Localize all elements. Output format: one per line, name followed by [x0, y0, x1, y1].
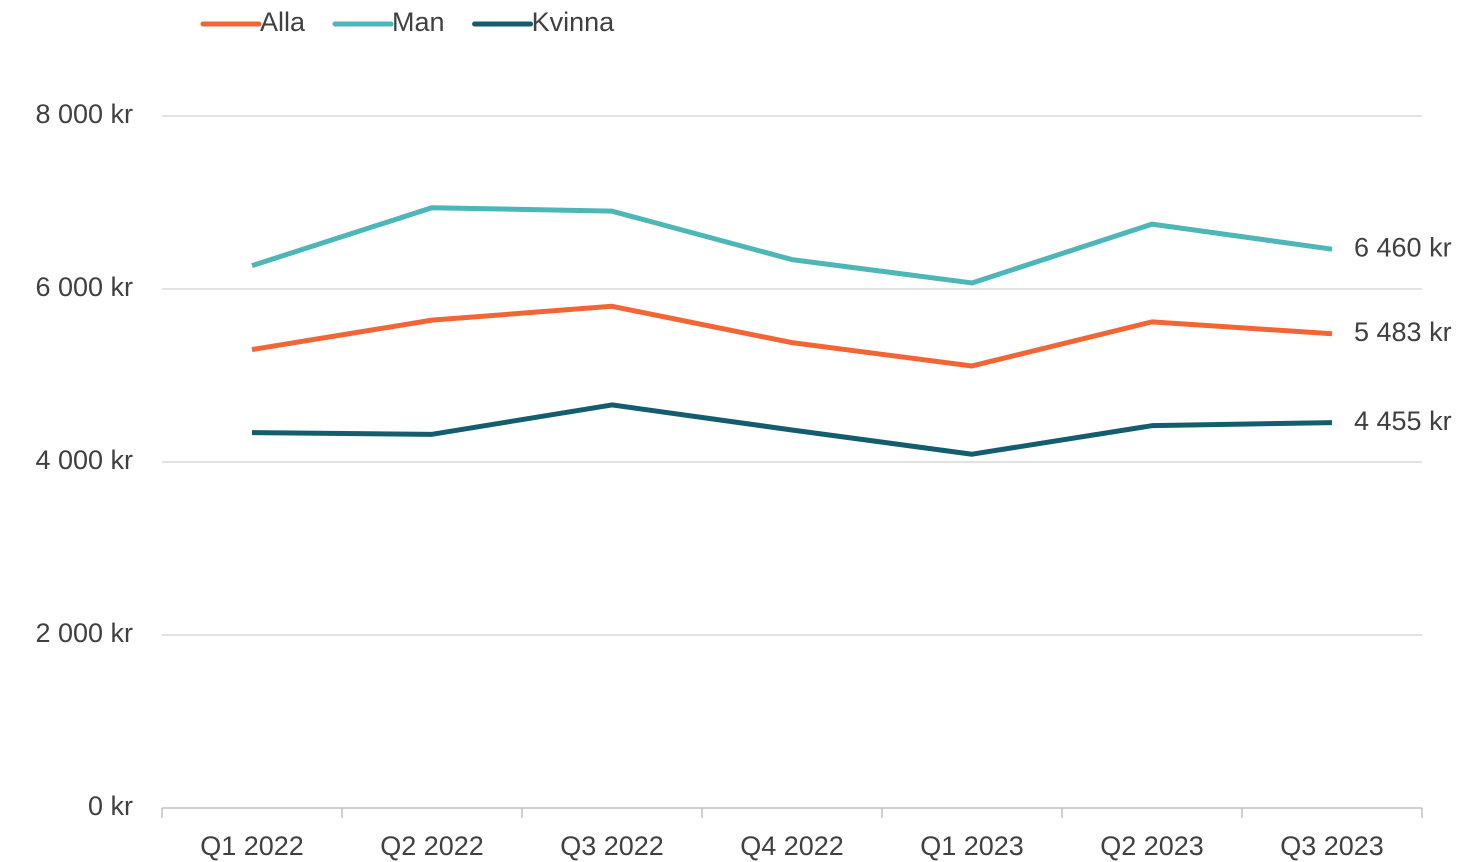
legend-label: Man [392, 7, 445, 37]
series-line [251, 402, 1333, 457]
x-tick-label: Q3 2023 [1280, 831, 1384, 861]
x-tick-label: Q3 2022 [560, 831, 664, 861]
legend-label: Kvinna [532, 7, 616, 37]
x-tick-label: Q1 2023 [920, 831, 1024, 861]
legend-label: Alla [260, 7, 306, 37]
y-tick-label: 8 000 kr [35, 99, 133, 129]
value-label: 5 483 kr [1354, 317, 1452, 347]
series-line [251, 303, 1333, 369]
value-label: 4 455 kr [1354, 406, 1452, 436]
x-tick-label: Q4 2022 [740, 831, 844, 861]
x-tick-label: Q1 2022 [200, 831, 304, 861]
y-tick-label: 6 000 kr [35, 272, 133, 302]
x-tick-label: Q2 2022 [380, 831, 484, 861]
value-label: 6 460 kr [1354, 232, 1452, 262]
y-tick-label: 0 kr [88, 791, 133, 821]
series-line [251, 205, 1333, 286]
y-tick-label: 4 000 kr [35, 445, 133, 475]
x-tick-label: Q2 2023 [1100, 831, 1204, 861]
y-tick-label: 2 000 kr [35, 618, 133, 648]
